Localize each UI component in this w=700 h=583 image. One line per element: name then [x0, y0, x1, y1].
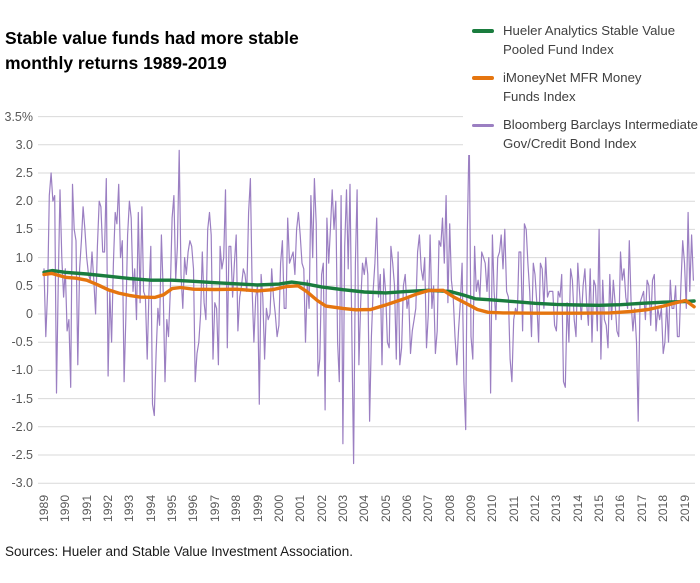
chart-title-line1: Stable value funds had more stable	[5, 28, 299, 48]
y-tick-label: -0.5	[11, 335, 33, 350]
y-tick-label: -3.0	[11, 476, 33, 491]
x-tick-label: 2015	[592, 494, 607, 522]
x-tick-label: 2004	[357, 494, 372, 522]
x-tick-label: 2014	[570, 494, 585, 522]
y-tick-label: -1.0	[11, 363, 33, 378]
legend-label: Pooled Fund Index	[503, 41, 614, 57]
y-tick-label: -1.5	[11, 391, 33, 406]
x-tick-label: 1996	[186, 494, 201, 522]
y-tick-label: 0.5	[15, 278, 33, 293]
y-tick-label: 2.5	[15, 166, 33, 180]
legend-label: Funds Index	[503, 88, 576, 104]
legend-item-hueler: Hueler Analytics Stable Value Pooled Fun…	[463, 20, 700, 61]
x-tick-label: 2000	[271, 494, 286, 522]
y-tick-label: 1.0	[15, 250, 33, 265]
series-line-0	[42, 268, 696, 307]
legend-label: Gov/Credit Bond Index	[503, 135, 637, 151]
x-tick-label: 2007	[421, 494, 436, 522]
x-tick-label: 1998	[229, 494, 244, 522]
x-tick-label: 2010	[485, 494, 500, 522]
x-tick-label: 1992	[101, 494, 116, 522]
x-tick-label: 2011	[506, 495, 521, 522]
x-tick-label: 1990	[58, 494, 73, 522]
x-tick-label: 2019	[677, 494, 692, 522]
legend-swatch-hueler	[472, 29, 494, 33]
legend-item-bloomberg: Bloomberg Barclays Intermediate Gov/Cred…	[463, 114, 700, 155]
x-tick-label: 1995	[165, 494, 180, 522]
x-tick-label: 2003	[335, 494, 350, 522]
x-tick-label: 2012	[528, 494, 543, 522]
legend-swatch-bloomberg	[472, 124, 494, 127]
x-tick-label: 1999	[250, 494, 265, 522]
x-tick-label: 1994	[143, 494, 158, 522]
x-tick-label: 2005	[378, 494, 393, 522]
x-tick-label: 2001	[293, 494, 308, 522]
x-tick-label: 1991	[79, 494, 94, 522]
x-tick-label: 2016	[613, 494, 628, 522]
chart-title-line2: monthly returns 1989-2019	[5, 53, 227, 73]
y-tick-label: 2.0	[15, 194, 33, 209]
y-tick-label: 0	[26, 307, 33, 321]
x-tick-label: 2008	[442, 494, 457, 522]
y-tick-label: -2.0	[11, 419, 33, 434]
x-tick-label: 1993	[122, 494, 137, 522]
chart-legend: Hueler Analytics Stable Value Pooled Fun…	[463, 20, 700, 161]
series-line-2	[43, 130, 695, 465]
x-tick-label: 2018	[656, 494, 671, 522]
y-tick-label: 1.5	[15, 222, 33, 237]
x-tick-label: 2002	[314, 494, 329, 522]
legend-item-imoneynet: iMoneyNet MFR Money Funds Index	[463, 67, 700, 108]
x-tick-label: 1989	[37, 494, 51, 522]
legend-label: iMoneyNet MFR Money	[503, 70, 642, 85]
x-tick-label: 2009	[464, 494, 478, 522]
series-line-1	[42, 271, 696, 315]
y-tick-label: -2.5	[11, 448, 33, 462]
x-tick-label: 2013	[549, 494, 564, 522]
legend-label: Hueler Analytics Stable Value	[503, 23, 676, 38]
x-tick-label: 1997	[207, 494, 222, 522]
chart-title: Stable value funds had more stable month…	[5, 26, 299, 76]
y-tick-label: 3.5%	[4, 109, 34, 124]
source-note: Sources: Hueler and Stable Value Investm…	[5, 544, 353, 559]
legend-swatch-imoneynet	[472, 76, 494, 80]
legend-label: Bloomberg Barclays Intermediate	[503, 117, 698, 132]
x-tick-label: 2006	[399, 494, 414, 522]
x-tick-label: 2017	[634, 494, 649, 522]
y-tick-label: 3.0	[15, 137, 33, 152]
